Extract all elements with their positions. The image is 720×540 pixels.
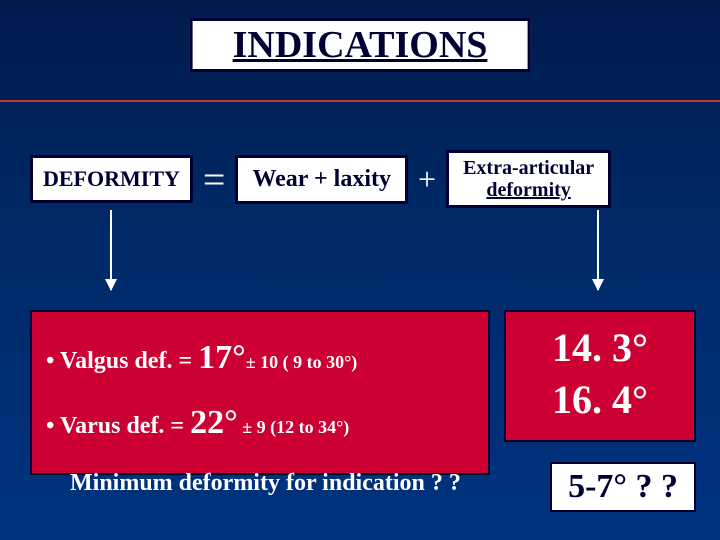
- value-1: 14. 3°: [506, 322, 694, 374]
- valgus-sd: ± 10: [246, 352, 283, 372]
- title-box: INDICATIONS: [190, 18, 531, 72]
- value-2: 16. 4°: [506, 374, 694, 426]
- minimum-row: Minimum deformity for indication ? ? 5-7…: [0, 470, 720, 497]
- divider: [0, 100, 720, 102]
- wear-box: Wear + laxity: [235, 155, 408, 204]
- varus-value: 22°: [190, 404, 238, 441]
- varus-sd: ± 9: [238, 417, 270, 437]
- varus-range: (12 to 34°): [270, 417, 349, 437]
- equals-sign: =: [203, 156, 226, 203]
- bullet-varus: • Varus def. = 22° ± 9 (12 to 34°): [46, 391, 474, 456]
- deformity-box: DEFORMITY: [30, 155, 193, 203]
- extra-line1: Extra-articular: [463, 157, 594, 179]
- valgus-value: 17°: [198, 339, 246, 376]
- valgus-range: ( 9 to 30°): [283, 352, 358, 372]
- varus-prefix: • Varus def. =: [46, 413, 190, 439]
- bullet-valgus: • Valgus def. = 17°± 10 ( 9 to 30°): [46, 326, 474, 391]
- equation-row: DEFORMITY = Wear + laxity + Extra-articu…: [30, 150, 611, 208]
- arrow-down-left: [110, 210, 112, 290]
- minimum-answer-box: 5-7° ? ?: [550, 462, 696, 512]
- deformity-bullets: • Valgus def. = 17°± 10 ( 9 to 30°) • Va…: [30, 310, 490, 475]
- plus-sign: +: [418, 161, 436, 198]
- page-title: INDICATIONS: [233, 24, 488, 66]
- valgus-prefix: • Valgus def. =: [46, 348, 198, 374]
- extra-articular-box: Extra-articular deformity: [446, 150, 611, 208]
- extra-line2: deformity: [463, 179, 594, 201]
- extra-values-box: 14. 3° 16. 4°: [504, 310, 696, 442]
- arrow-down-right: [597, 210, 599, 290]
- minimum-question: Minimum deformity for indication ? ?: [70, 470, 461, 497]
